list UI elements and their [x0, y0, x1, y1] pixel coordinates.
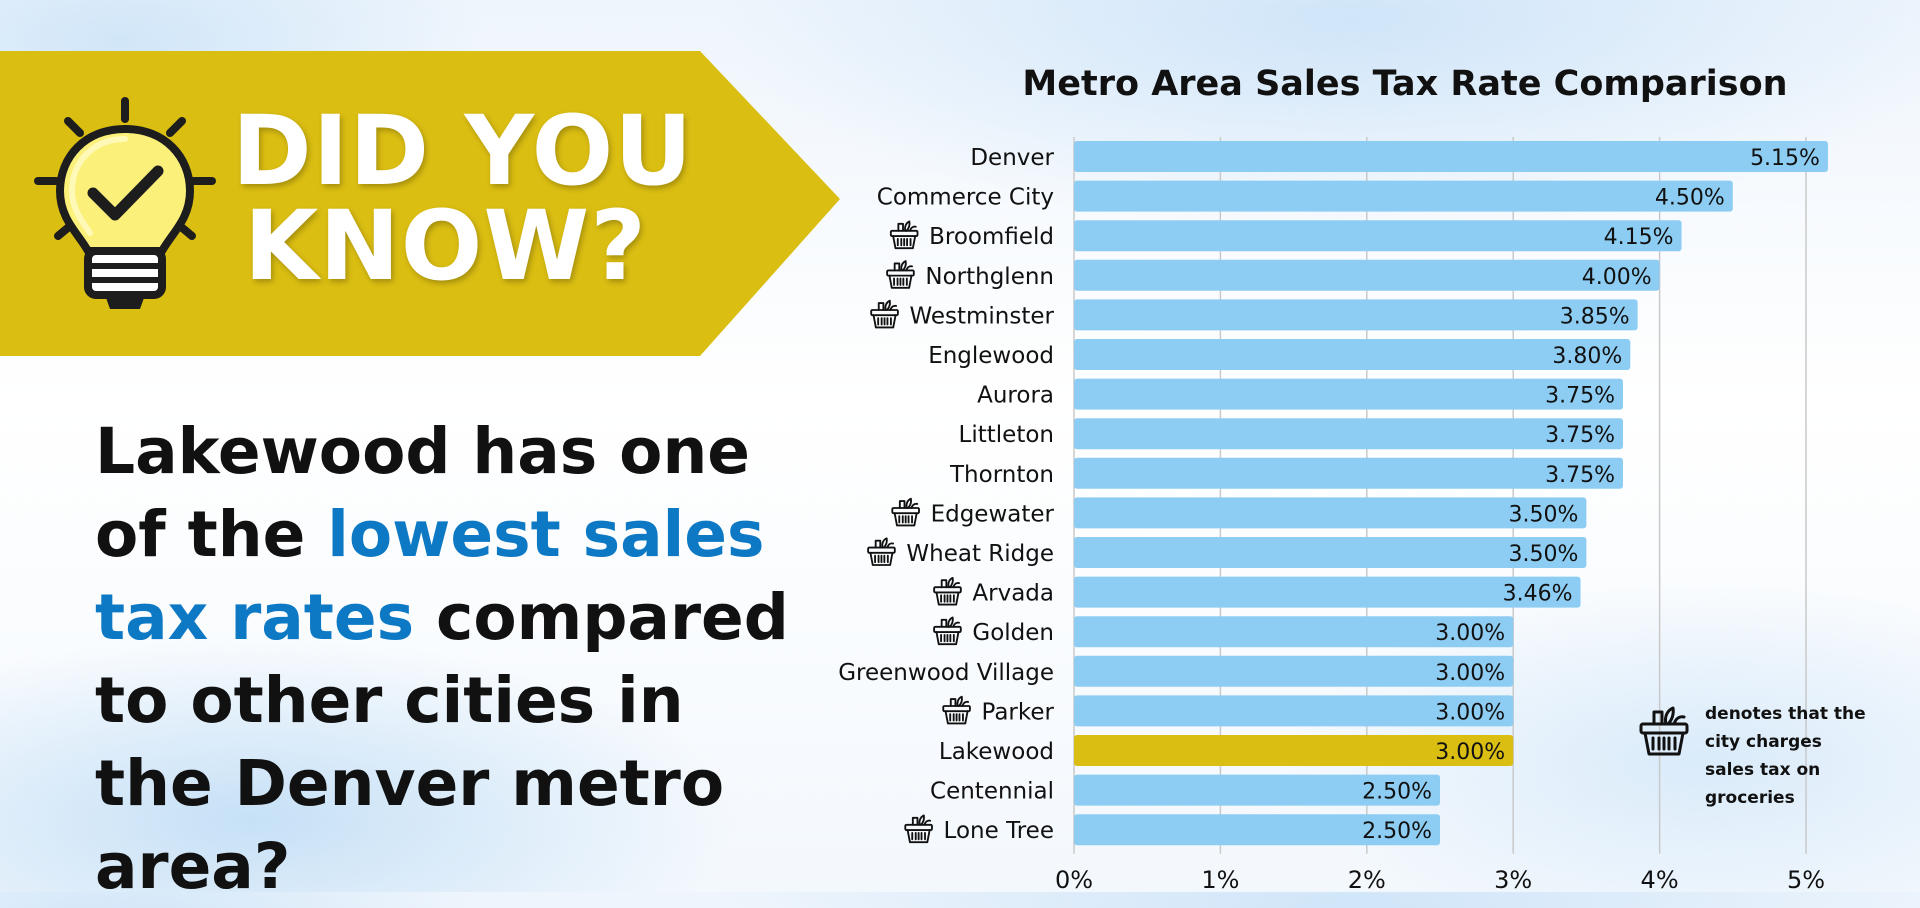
grocery-basket-icon [942, 695, 971, 725]
category-label: Lone Tree [944, 818, 1054, 844]
bar-value-label: 3.75% [1545, 384, 1615, 409]
lightbulb-check-icon [34, 97, 216, 309]
bar-value-label: 3.75% [1545, 423, 1615, 448]
bar-value-label: 3.00% [1435, 700, 1505, 725]
category-label: Westminster [909, 303, 1054, 329]
bar [1074, 299, 1638, 331]
category-label: Littleton [959, 422, 1054, 448]
bar [1074, 814, 1440, 846]
category-label: Broomfield [929, 224, 1054, 250]
x-tick-label: 5% [1787, 866, 1825, 892]
category-label: Aurora [977, 383, 1054, 409]
bar-value-label: 3.85% [1560, 304, 1630, 329]
grocery-basket-icon [933, 576, 962, 606]
category-label: Thornton [949, 462, 1054, 488]
category-label: Northglenn [925, 264, 1054, 290]
bar [1074, 774, 1440, 806]
chart-x-axis: 0% 1% 2% 3% 4% 5% [1055, 866, 1825, 892]
bar [1074, 735, 1514, 766]
chart-legend: denotes that the city charges sales tax … [1635, 700, 1866, 808]
headline-highlight: lowest sales tax rates [95, 498, 765, 654]
bar-value-label: 3.46% [1503, 582, 1573, 607]
bar-value-label: 3.00% [1435, 661, 1505, 686]
bar [1074, 616, 1514, 648]
category-label: Golden [972, 620, 1054, 646]
category-label: Centennial [930, 779, 1054, 805]
bar [1074, 576, 1581, 608]
grocery-basket-icon [904, 814, 933, 844]
chart-gridlines [1073, 137, 1807, 854]
chart-bars [1074, 141, 1828, 846]
category-label: Arvada [972, 581, 1054, 607]
bar-value-label: 4.15% [1604, 225, 1674, 250]
bar [1074, 537, 1587, 568]
bar-value-label: 3.50% [1509, 502, 1579, 527]
bar [1074, 655, 1514, 687]
banner-line-2: KNOW? [244, 190, 647, 302]
headline-part-1: Lakewood has one of the [95, 415, 751, 571]
category-label: Wheat Ridge [906, 541, 1054, 567]
x-tick-label: 2% [1348, 866, 1386, 892]
banner-arrow-shape [0, 51, 840, 356]
bar-value-label: 3.50% [1509, 542, 1579, 567]
x-tick-label: 4% [1641, 866, 1679, 892]
bar-value-label: 5.15% [1750, 146, 1820, 171]
bar-value-label: 3.00% [1435, 621, 1505, 646]
bar-value-label: 4.00% [1582, 265, 1652, 290]
legend-text: denotes that the city charges sales tax … [1705, 704, 1866, 808]
bar [1074, 378, 1623, 410]
bar [1074, 180, 1733, 212]
grocery-basket-icon [870, 299, 899, 329]
bar [1074, 418, 1623, 450]
banner-line-1: DID YOU [232, 95, 694, 207]
bar-value-label: 2.50% [1362, 819, 1432, 844]
bar [1074, 259, 1660, 291]
grocery-basket-icon [889, 220, 919, 250]
category-label: Greenwood Village [838, 660, 1054, 686]
category-label: Commerce City [877, 185, 1054, 211]
grocery-basket-icon [867, 537, 896, 566]
x-tick-label: 1% [1201, 866, 1239, 892]
grocery-basket-icon [886, 260, 915, 289]
bar [1074, 339, 1631, 370]
x-tick-label: 0% [1055, 866, 1093, 892]
headline-part-2: compared to other cities in the Denver m… [95, 581, 789, 903]
category-label: Parker [982, 699, 1055, 725]
chart-labels: 5.15% Denver 4.50% Commerce City 4.15% Broomf… [838, 145, 1820, 844]
grocery-basket-icon [1639, 706, 1689, 756]
chart-title: Metro Area Sales Tax Rate Comparison [1022, 64, 1788, 104]
category-label: Denver [970, 145, 1054, 171]
bar [1074, 457, 1623, 489]
x-tick-label: 3% [1494, 866, 1532, 892]
grocery-basket-icon [891, 497, 920, 527]
bar-value-label: 3.75% [1545, 463, 1615, 488]
bar-value-label: 3.00% [1435, 740, 1505, 765]
did-you-know-banner: DID YOU KNOW? [0, 51, 840, 356]
headline: Lakewood has one of the lowest sales tax… [95, 410, 795, 908]
category-label: Englewood [928, 343, 1054, 369]
bar-value-label: 3.80% [1552, 344, 1622, 369]
category-label: Edgewater [931, 501, 1055, 527]
category-label: Lakewood [939, 739, 1054, 765]
bar-value-label: 4.50% [1655, 186, 1725, 211]
bar [1074, 141, 1828, 172]
bar-value-label: 2.50% [1362, 780, 1432, 805]
grocery-basket-icon [933, 616, 962, 646]
bar [1074, 497, 1587, 529]
bar [1074, 695, 1514, 727]
bar [1074, 220, 1682, 252]
